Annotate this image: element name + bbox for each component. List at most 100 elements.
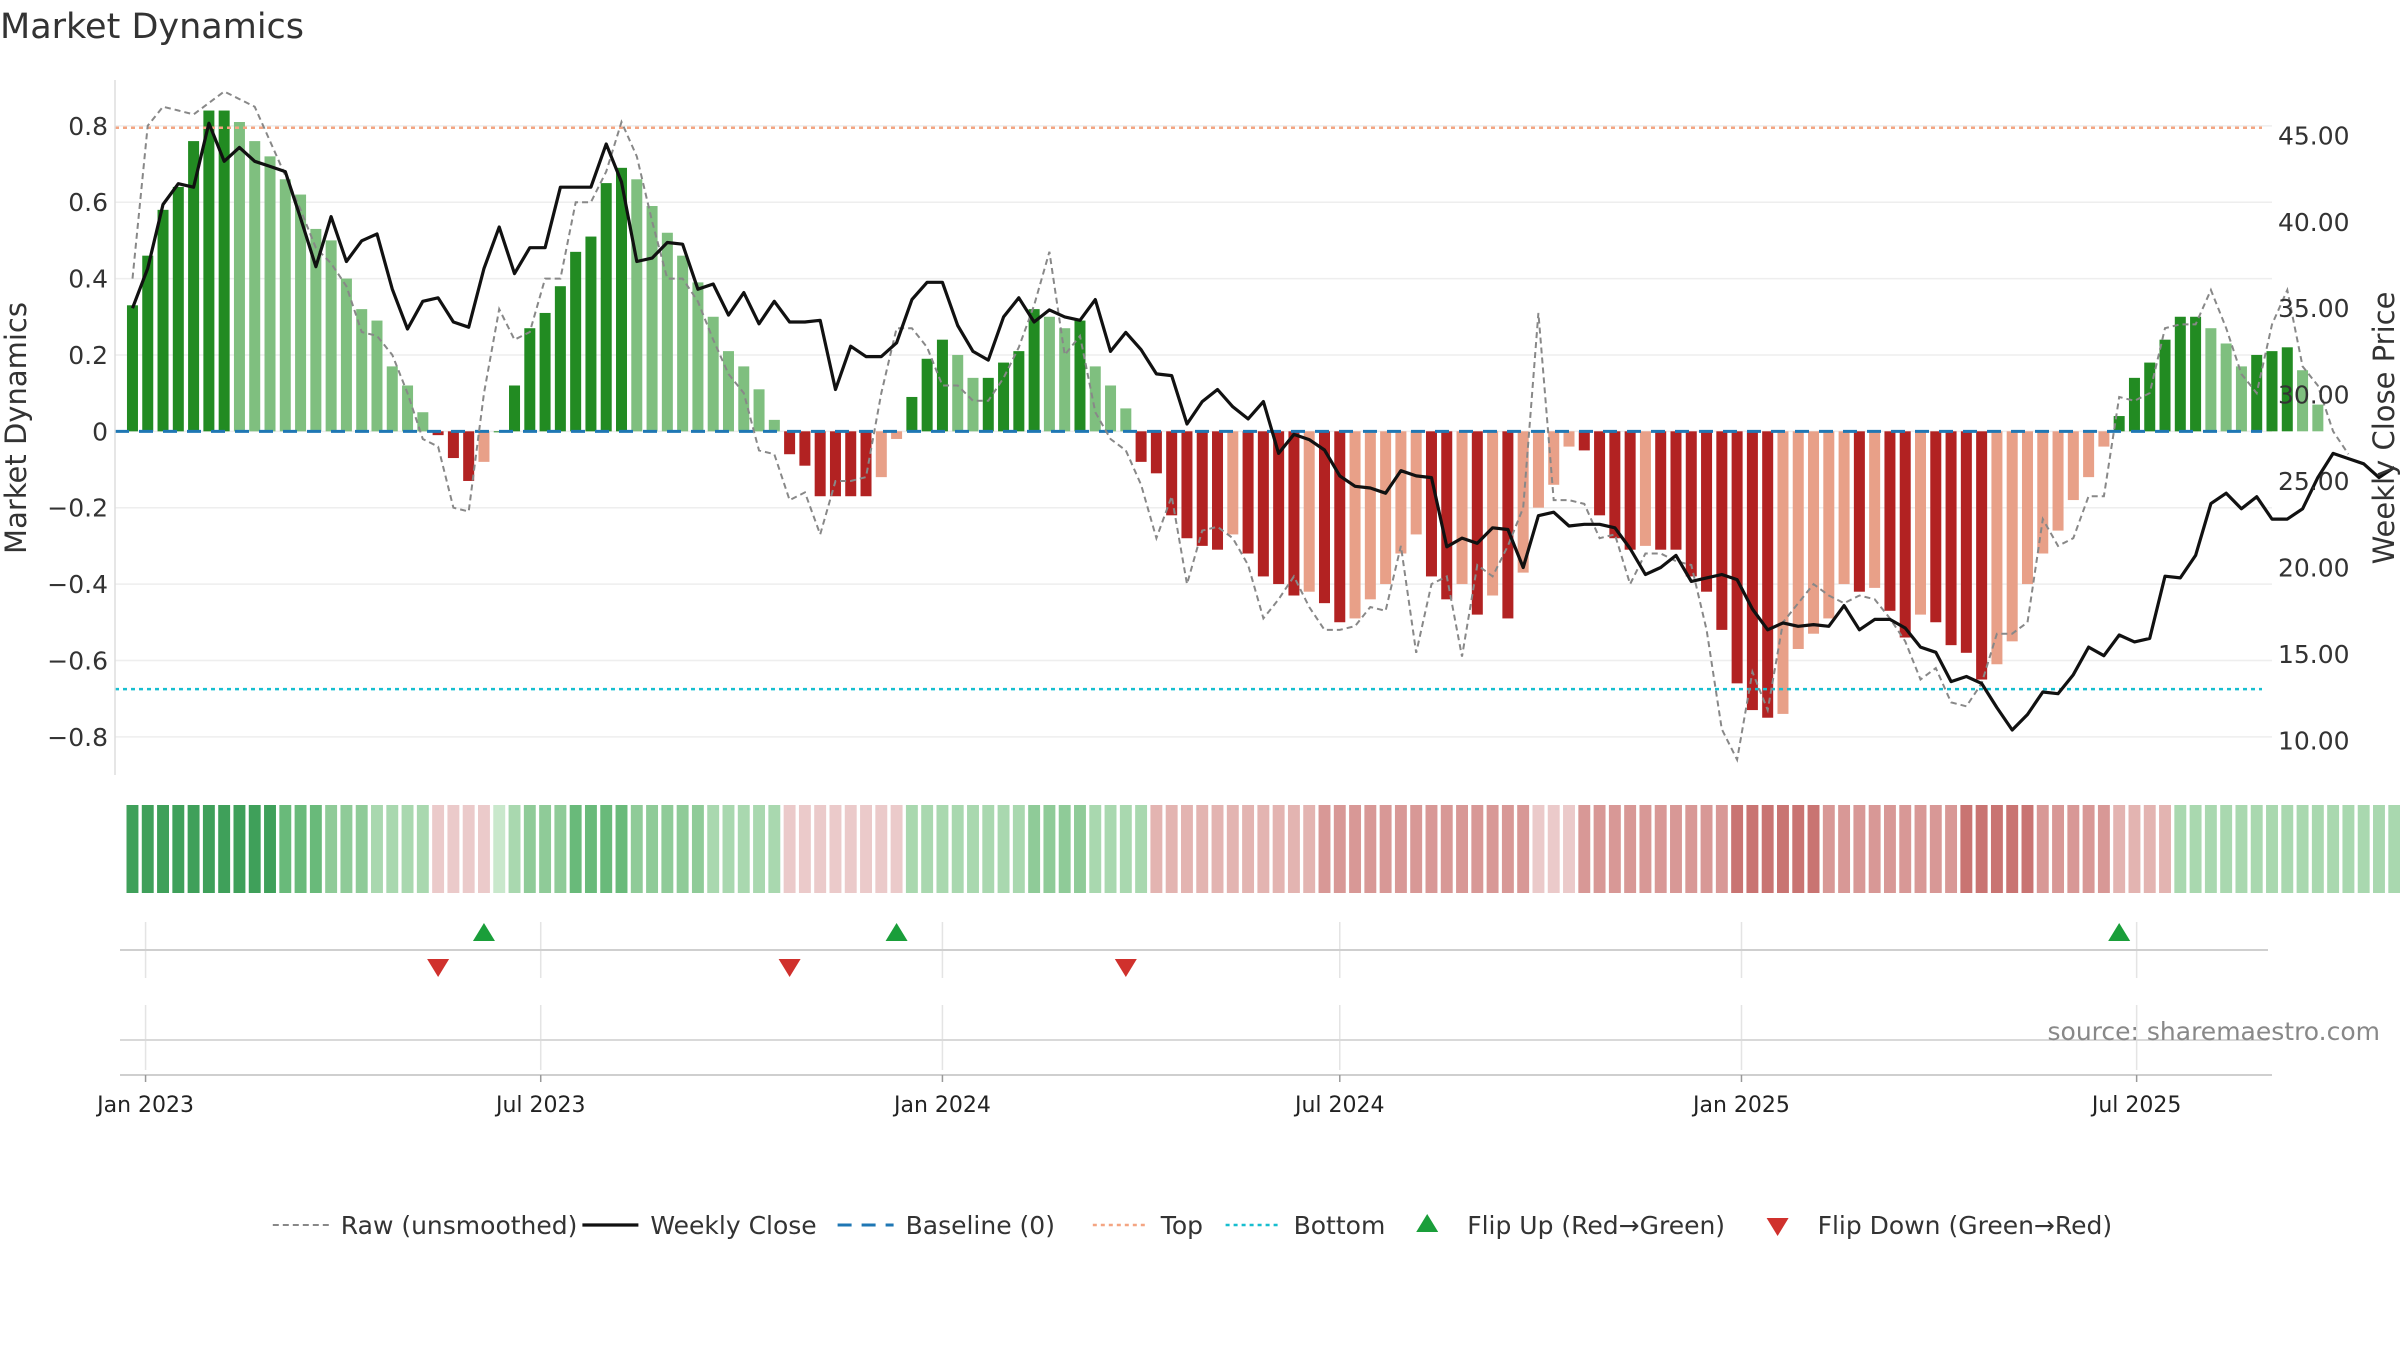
state-cell: [2266, 805, 2278, 893]
state-cell: [2204, 805, 2217, 893]
dynamics-bar: [1349, 431, 1361, 619]
dynamics-bar: [1976, 431, 1988, 680]
state-cell: [508, 805, 521, 893]
state-cell: [1180, 805, 1193, 893]
state-cell: [1731, 805, 1744, 893]
state-cell: [264, 805, 276, 893]
dynamics-bar: [2113, 416, 2125, 432]
legend-label: Weekly Close: [650, 1211, 816, 1240]
state-cell: [829, 805, 842, 893]
state-cell: [1792, 805, 1805, 893]
y2-axis-label: Weekly Close Price: [2367, 292, 2400, 565]
dynamics-bar: [1823, 431, 1835, 619]
dynamics-bar: [1227, 431, 1239, 535]
state-cell: [1838, 805, 1851, 893]
state-cell: [2067, 805, 2080, 893]
state-cell: [325, 805, 338, 893]
state-cell: [951, 805, 964, 893]
dynamics-bar: [646, 206, 658, 432]
dynamics-bar: [1899, 431, 1911, 638]
y2-tick-label: 30.00: [2278, 381, 2350, 410]
state-cell: [2021, 805, 2034, 893]
state-cell: [676, 805, 689, 893]
state-cell: [2388, 805, 2400, 893]
state-cell: [1868, 805, 1881, 893]
x-tick-label: Jul 2023: [494, 1093, 586, 1118]
dynamics-bar: [1410, 431, 1422, 535]
dynamics-bar: [1425, 431, 1437, 577]
state-cell: [997, 805, 1010, 893]
dynamics-bar: [1655, 431, 1667, 550]
dynamics-bar: [1792, 431, 1804, 649]
weekly-close-line: [131, 121, 2396, 732]
x-tick-label: Jul 2025: [2090, 1093, 2182, 1118]
state-cell: [1089, 805, 1102, 893]
dynamics-bar: [2098, 431, 2110, 447]
state-cell: [1486, 805, 1499, 893]
flip-up-marker: [472, 923, 495, 941]
state-cell: [2189, 805, 2202, 893]
dynamics-bar: [188, 141, 200, 432]
flip-markers-panel: [427, 923, 2131, 977]
dynamics-bar: [799, 431, 811, 466]
state-cell: [1394, 805, 1407, 893]
dynamics-bar: [2266, 351, 2278, 432]
dynamics-bar: [2144, 362, 2156, 432]
dynamics-bar: [1945, 431, 1957, 646]
dynamics-bar: [126, 305, 138, 432]
dynamics-bar: [554, 286, 566, 432]
dynamics-bar: [432, 431, 444, 436]
dynamics-bar: [264, 156, 276, 432]
state-cell: [1471, 805, 1484, 893]
dynamics-bar: [478, 431, 490, 462]
dynamics-bar: [1563, 431, 1575, 447]
chart-title: Market Dynamics: [0, 7, 304, 47]
dynamics-bar: [1777, 431, 1789, 714]
state-cell: [2357, 805, 2370, 893]
state-cell: [1012, 805, 1025, 893]
dynamics-bar: [1395, 431, 1407, 554]
legend-label: Top: [1160, 1211, 1203, 1240]
dynamics-bar: [295, 194, 307, 432]
state-cell: [1318, 805, 1331, 893]
flip-down-marker: [427, 959, 450, 977]
state-cell: [768, 805, 781, 893]
dynamics-bar: [1074, 320, 1086, 432]
state-cell: [416, 805, 429, 893]
dynamics-bar: [1273, 431, 1285, 585]
state-cell: [753, 805, 766, 893]
dynamics-bar: [417, 412, 429, 432]
dynamics-bar: [2220, 343, 2232, 432]
state-cell: [1440, 805, 1453, 893]
dynamics-bar: [2128, 377, 2140, 432]
state-cell: [1349, 805, 1362, 893]
state-cell: [844, 805, 857, 893]
dynamics-bar: [402, 385, 414, 432]
dynamics-bar: [860, 431, 872, 497]
dynamics-bar: [157, 209, 169, 432]
state-cell: [646, 805, 659, 893]
raw-unsmoothed-line: [131, 90, 2350, 763]
dynamics-bar: [325, 240, 337, 432]
dynamics-bar: [1105, 385, 1117, 432]
dynamics-bar: [600, 183, 612, 432]
state-cell: [982, 805, 995, 893]
state-cell: [1119, 805, 1132, 893]
state-ribbon: [126, 805, 2400, 893]
state-cell: [905, 805, 918, 893]
y2-tick-label: 40.00: [2278, 208, 2350, 237]
flip-up-marker: [2108, 923, 2131, 941]
dynamics-bar: [524, 328, 536, 432]
dynamics-bar: [1594, 431, 1606, 516]
dynamics-bar: [371, 320, 383, 432]
dynamics-bar: [2052, 431, 2064, 531]
state-cell: [233, 805, 246, 893]
y-axis-label: Market Dynamics: [0, 302, 33, 554]
dynamics-bar: [1242, 431, 1254, 554]
dynamics-bar: [906, 396, 918, 432]
state-cell: [2281, 805, 2294, 893]
state-cell: [1929, 805, 1942, 893]
dynamics-bar: [845, 431, 857, 497]
dynamics-bar: [1364, 431, 1376, 600]
